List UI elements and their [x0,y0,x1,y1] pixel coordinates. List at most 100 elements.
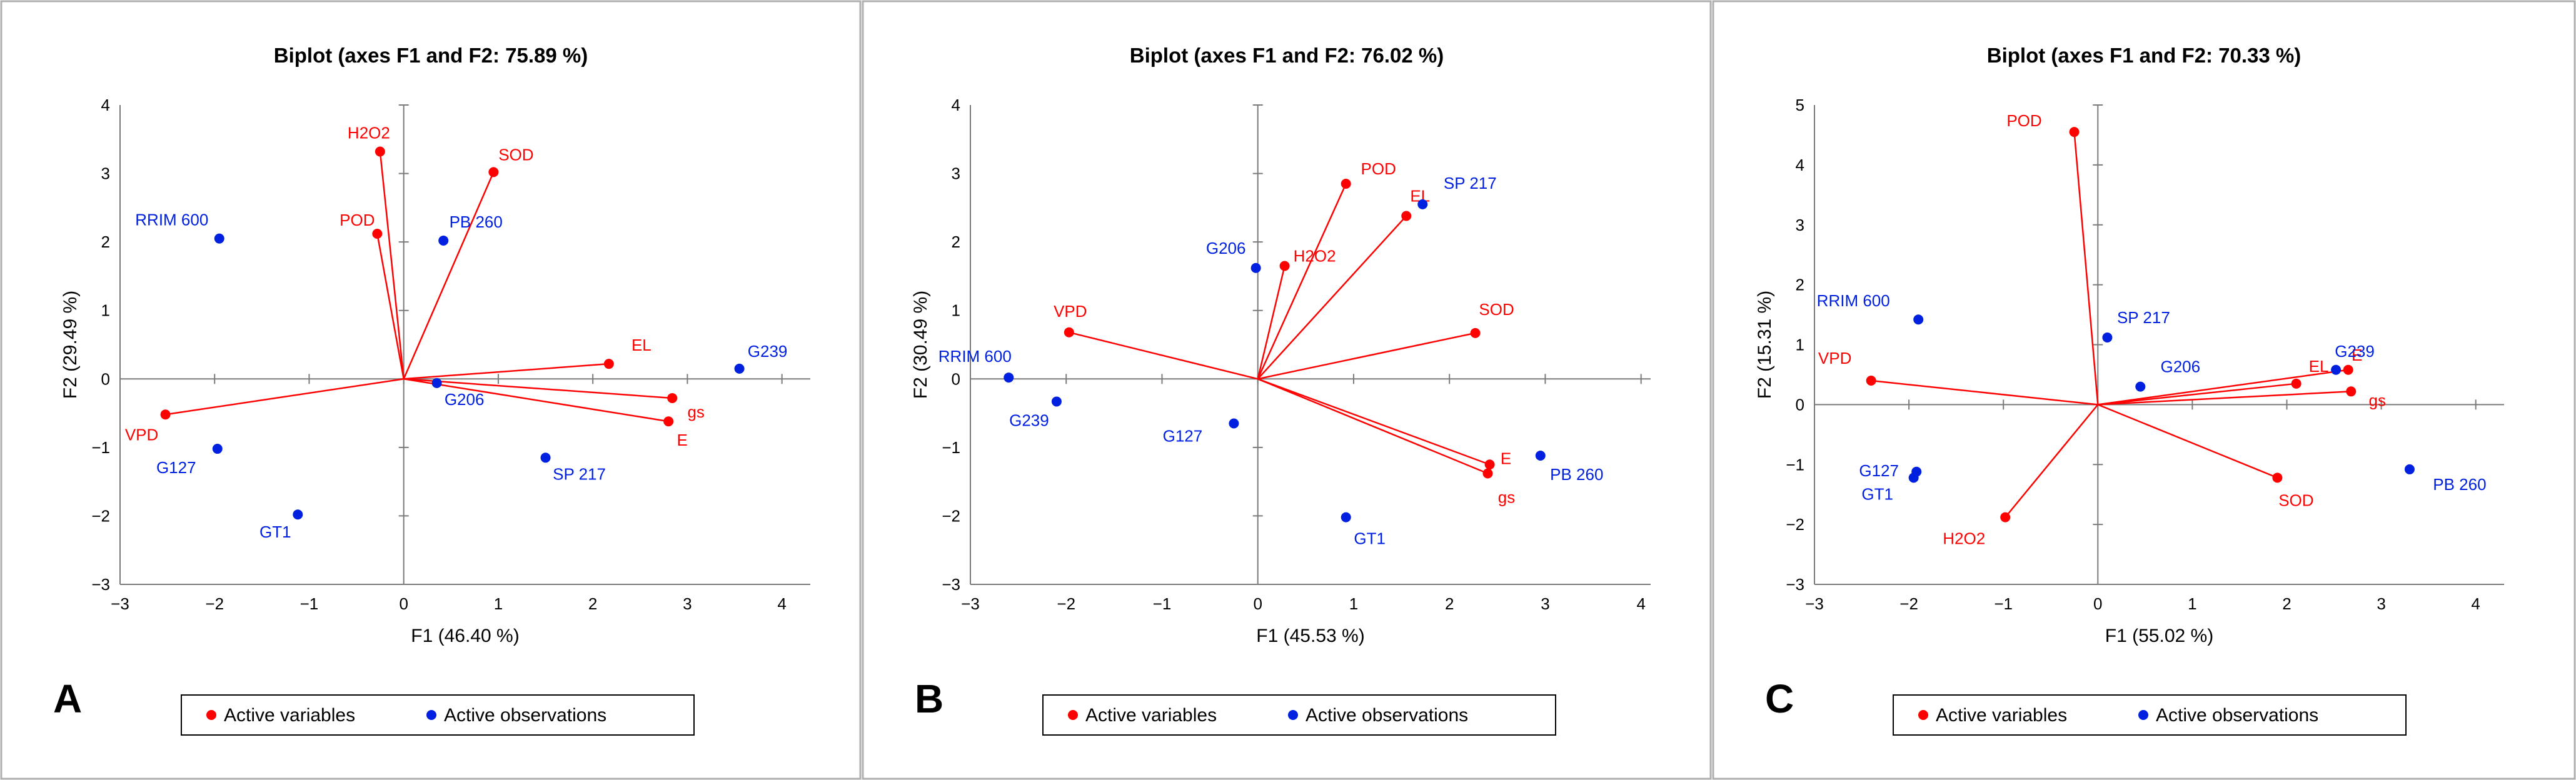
legend-variable-label: Active variables [1936,705,2067,726]
x-axis-label: F1 (45.53 %) [1256,626,1364,646]
observation-point [2331,364,2342,375]
observation-point [1229,418,1239,429]
observation-label: PB 260 [2433,475,2486,494]
legend-box [181,694,695,736]
x-tick-label: −1 [1153,594,1172,613]
y-tick-label: 5 [1796,96,1804,114]
x-tick-label: 0 [2093,594,2102,613]
biplot-panel-c: Biplot (axes F1 and F2: 70.33 %) −3 −2 −1 0 1… [1712,0,2576,780]
y-tick-label: −2 [942,506,960,525]
observation-point [1535,451,1546,461]
variable-point [2000,512,2011,522]
x-tick-label: −1 [300,594,319,613]
observation-point [1004,372,1014,383]
variable-label: EL [2309,357,2329,376]
legend-observation-marker [2138,710,2148,720]
observation-point [1341,512,1351,522]
variable-vector [379,151,405,379]
panel-frame [0,0,862,780]
variable-label: gs [1498,488,1515,506]
observation-point [734,363,745,374]
variable-point [663,416,674,427]
variable-vector [1257,378,1490,466]
y-tick-label: −3 [91,575,110,594]
observation-point [438,235,449,246]
y-tick-label: −3 [942,575,960,594]
variable-label: gs [2368,391,2385,409]
observation-label: RRIM 600 [1817,291,1890,310]
variable-vector [1257,332,1476,380]
x-tick-label: 4 [777,594,786,613]
variable-point [2343,364,2353,375]
variable-label: POD [1361,159,1396,178]
observation-point [293,509,303,520]
variable-label: EL [631,336,652,354]
variable-vector [2098,382,2297,406]
panel-letter: B [915,676,943,721]
variable-label: VPD [125,425,158,444]
panel-frame [1712,0,2576,780]
chart-title: Biplot (axes F1 and F2: 70.33 %) [1987,44,2301,67]
variable-point [1341,179,1351,189]
x-tick-label: 0 [399,594,408,613]
y-axis-label: F2 (29.49 %) [60,291,81,399]
x-tick-label: −3 [1805,594,1824,613]
y-tick-label: −1 [942,438,960,457]
observation-point [2404,464,2415,474]
variable-vector [2098,391,2352,406]
observation-label: G239 [1009,411,1049,429]
observation-label: SP 217 [1444,174,1497,192]
y-tick-label: 1 [1796,336,1804,354]
variable-point [160,409,171,420]
variable-point [1064,327,1074,338]
observation-point [1913,314,1924,325]
x-tick-label: 0 [1253,594,1262,613]
variable-vector [2098,369,2348,406]
variable-label: E [1501,449,1511,468]
variable-label: H2O2 [348,124,390,142]
variable-vector [1871,379,2098,406]
observation-point [212,444,223,454]
variable-label: POD [340,211,375,229]
observation-point [2102,332,2113,342]
chart-title: Biplot (axes F1 and F2: 76.02 %) [1130,44,1444,67]
y-tick-label: 2 [952,232,960,251]
x-tick-label: 2 [1445,594,1454,613]
variable-point [1484,459,1495,470]
x-tick-label: −1 [1994,594,2013,613]
y-tick-label: 4 [101,96,110,114]
observation-label: SP 217 [2117,308,2170,327]
variable-vector [403,362,609,380]
y-tick-label: 1 [952,301,960,320]
variable-label: VPD [1054,302,1087,321]
y-axis-label: F2 (15.31 %) [1754,291,1775,399]
variable-vector [2073,132,2099,405]
observation-point [2135,381,2146,392]
variable-point [1401,211,1412,221]
variable-vector [403,171,495,379]
variable-label: E [677,431,687,449]
observation-label: G206 [2160,358,2200,376]
variable-point [2069,127,2080,138]
observation-label: RRIM 600 [135,211,208,229]
observation-label: G239 [2335,342,2375,361]
x-tick-label: −2 [205,594,224,613]
observation-label: PB 260 [450,212,503,231]
x-axis-label: F1 (55.02 %) [2105,626,2213,646]
x-tick-label: 4 [1636,594,1645,613]
legend-observation-marker [1288,710,1298,720]
panel-frame [862,0,1712,780]
x-tick-label: 3 [2377,594,2385,613]
variable-vector [2097,404,2278,479]
observation-point [1051,396,1062,407]
variable-vector [403,378,669,422]
variable-point [1866,376,1876,386]
variable-vector [403,378,673,399]
variable-label: VPD [1818,349,1851,368]
x-tick-label: 3 [683,594,692,613]
legend-box [1893,694,2407,736]
variable-label: POD [2006,111,2041,130]
y-tick-label: 3 [952,164,960,183]
panel-letter: C [1765,676,1794,721]
legend-box [1042,694,1556,736]
